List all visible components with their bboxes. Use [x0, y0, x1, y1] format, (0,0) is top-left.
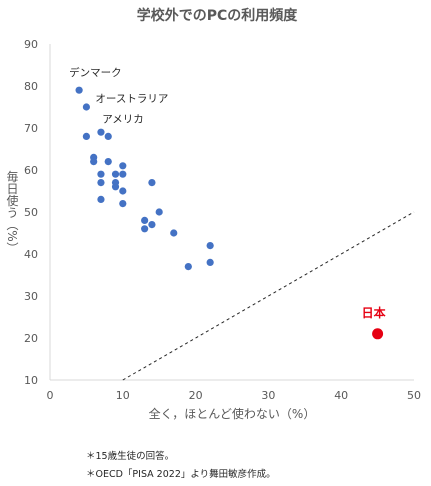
- x-tick-label: 40: [334, 389, 348, 402]
- data-point: [75, 86, 83, 94]
- data-point: [148, 221, 156, 229]
- note-source: ＊OECD「PISA 2022」より舞田敏彦作成。: [86, 469, 276, 480]
- data-point: [111, 183, 120, 191]
- data-point: [111, 170, 120, 178]
- data-point: [184, 263, 192, 271]
- data-point: [90, 158, 98, 166]
- x-tick-label: 20: [189, 389, 203, 402]
- data-point: [97, 179, 105, 187]
- x-tick-label: 10: [116, 389, 130, 402]
- x-axis-title: 全く，ほとんど使わない（%）: [149, 406, 316, 421]
- data-point: [141, 216, 149, 224]
- data-point: [119, 187, 127, 195]
- y-tick-label: 60: [24, 164, 38, 177]
- data-point: [148, 179, 156, 187]
- label-denmark: デンマーク: [69, 66, 122, 79]
- y-tick-label: 20: [24, 332, 38, 345]
- reference-line: [122, 211, 415, 381]
- data-point: [119, 162, 127, 170]
- data-point: [206, 258, 214, 266]
- note-respondents: ＊15歳生徒の回答。: [86, 451, 175, 462]
- x-tick-labels: 0 10 20 30 40 50: [47, 389, 422, 402]
- japan-point: [372, 328, 384, 340]
- y-tick-label: 80: [24, 80, 38, 93]
- label-usa: アメリカ: [102, 113, 143, 125]
- y-tick-label: 90: [24, 38, 38, 51]
- data-point: [82, 103, 90, 111]
- data-point: [119, 200, 127, 208]
- y-tick-label: 40: [24, 248, 38, 261]
- reference-line-group: [122, 211, 415, 381]
- y-tick-label: 70: [24, 122, 38, 135]
- y-tick-label: 10: [24, 374, 38, 387]
- data-point: [119, 170, 127, 178]
- label-japan: 日本: [362, 305, 386, 320]
- data-points: [75, 86, 384, 340]
- data-point: [97, 170, 105, 178]
- y-tick-label: 30: [24, 290, 38, 303]
- y-axis-title: 毎日使う（%）: [5, 169, 19, 254]
- data-point: [206, 242, 214, 250]
- data-point: [97, 195, 105, 203]
- data-point: [141, 225, 149, 233]
- y-tick-label: 50: [24, 206, 38, 219]
- x-tick-label: 50: [407, 389, 421, 402]
- y-tick-labels: 10 20 30 40 50 60 70 80 90: [24, 38, 38, 387]
- x-tick-label: 30: [261, 389, 275, 402]
- data-point: [97, 128, 105, 136]
- x-tick-label: 0: [47, 389, 54, 402]
- data-point: [155, 208, 163, 216]
- data-point: [82, 132, 90, 140]
- data-point: [104, 158, 112, 166]
- data-point: [170, 229, 178, 237]
- data-point: [104, 132, 112, 140]
- label-australia: オーストラリア: [95, 93, 168, 105]
- chart-title: 学校外でのPCの利用頻度: [137, 7, 299, 24]
